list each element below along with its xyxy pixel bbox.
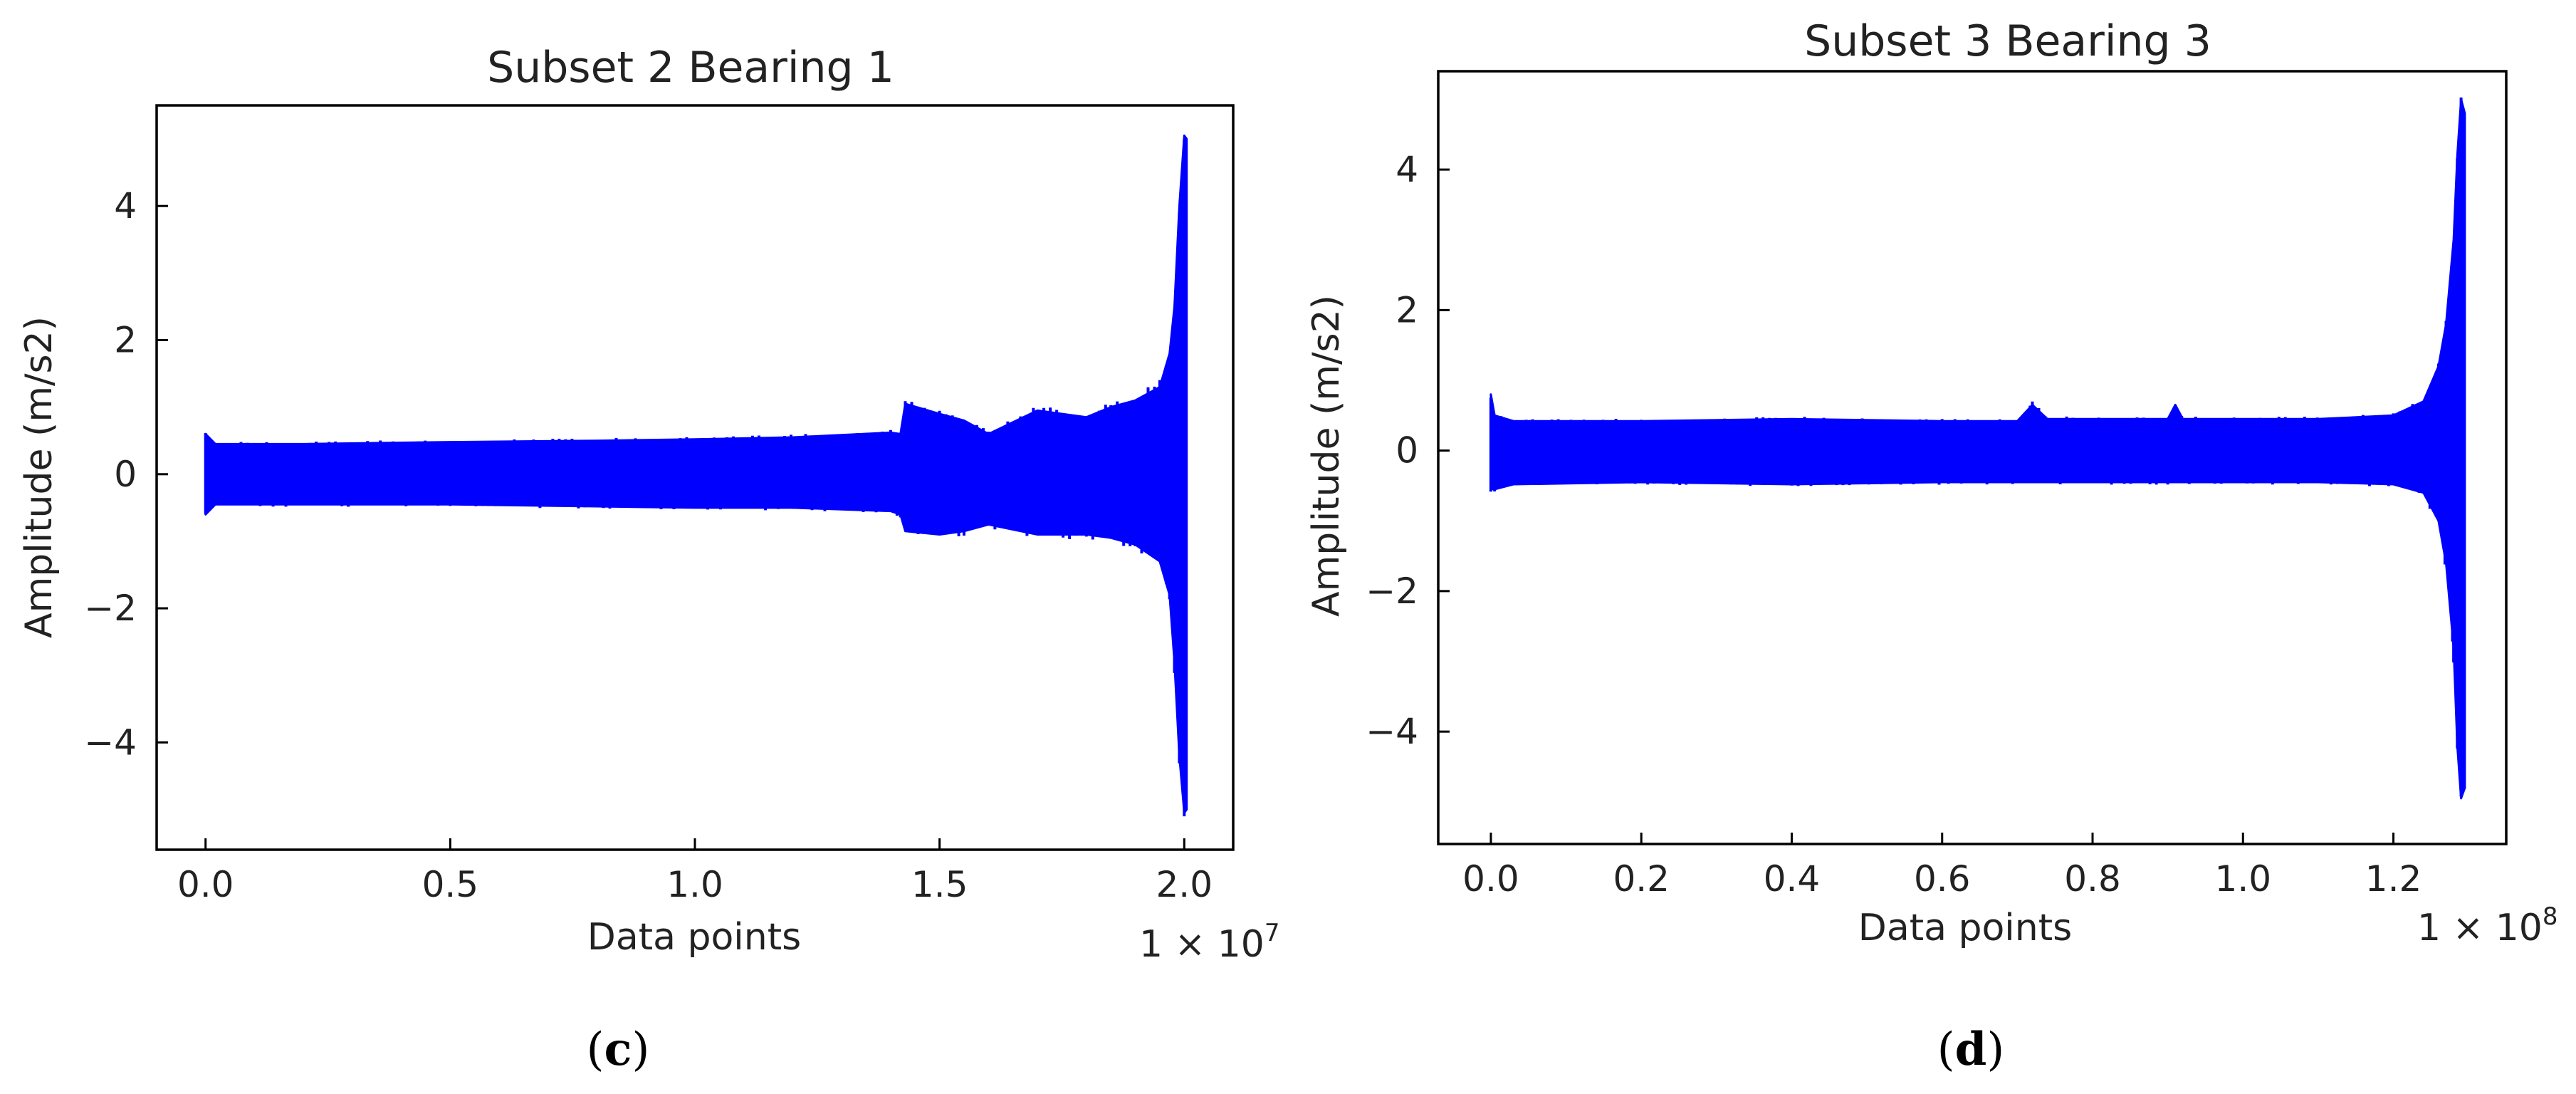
plot-frame	[1437, 70, 2508, 845]
x-tick-label: 0.2	[1613, 858, 1670, 900]
y-tick-label: 2	[114, 320, 137, 361]
panel-letter: d	[1955, 1023, 1987, 1076]
y-tick-label: 0	[1396, 430, 1418, 472]
y-axis-label: Amplitude (m/s2)	[1305, 295, 1348, 617]
x-multiplier-base: 1 × 10	[1139, 923, 1265, 966]
y-tick-label: 4	[114, 185, 137, 226]
chart-panel-c: Subset 2 Bearing 1 0.0 0.5 1.0 1.5 2.0 −4 −2 0…	[18, 43, 1280, 1076]
x-tick-label: 1.0	[2215, 858, 2272, 900]
y-tick-label: −4	[1366, 711, 1418, 752]
x-tick-label: 0.0	[177, 864, 234, 905]
y-axis-label: Amplitude (m/s2)	[18, 316, 61, 638]
plot-series-layer	[1489, 97, 2466, 800]
chart-title: Subset 3 Bearing 3	[1804, 16, 2211, 66]
x-tick-label: 0.4	[1764, 858, 1821, 900]
x-tick-label: 1.2	[2365, 858, 2422, 900]
x-multiplier-exponent: 7	[1265, 919, 1280, 947]
x-axis-multiplier: 1 × 108	[2417, 902, 2558, 949]
x-tick-group: 0.0 0.5 1.0 1.5 2.0	[177, 838, 1213, 905]
y-tick-label: −2	[84, 588, 137, 629]
y-tick-group: −4 −2 0 2 4	[84, 185, 168, 763]
x-multiplier-base: 1 × 10	[2417, 907, 2543, 949]
x-axis-label: Data points	[1858, 907, 2072, 949]
x-tick-label: 0.8	[2064, 858, 2121, 900]
y-tick-label: −2	[1366, 571, 1418, 612]
panel-letter: c	[604, 1023, 632, 1076]
x-axis-multiplier: 1 × 107	[1139, 919, 1280, 966]
y-tick-group: −4 −2 0 2 4	[1366, 149, 1450, 752]
panel-label-c: (c)	[587, 1023, 650, 1076]
y-tick-label: 2	[1396, 289, 1418, 330]
x-tick-label: 0.6	[1914, 858, 1971, 900]
chart-panel-d: Subset 3 Bearing 3 0.0 0.2 0.4 0.6 0.8 1.0 1.2…	[1305, 16, 2558, 1076]
x-tick-label: 1.5	[911, 864, 968, 905]
plot-series-layer	[204, 134, 1188, 817]
x-axis-label: Data points	[587, 916, 801, 959]
x-multiplier-exponent: 8	[2543, 902, 2558, 931]
x-tick-label: 0.0	[1462, 858, 1519, 900]
chart-title: Subset 2 Bearing 1	[487, 43, 894, 93]
y-tick-label: 4	[1396, 149, 1418, 190]
y-tick-label: −4	[84, 721, 137, 763]
x-tick-group: 0.0 0.2 0.4 0.6 0.8 1.0 1.2	[1462, 833, 2421, 900]
y-tick-label: 0	[114, 454, 137, 495]
panel-label-d: (d)	[1937, 1023, 2005, 1076]
x-tick-label: 1.0	[666, 864, 723, 905]
x-tick-label: 0.5	[422, 864, 479, 905]
x-tick-label: 2.0	[1156, 864, 1213, 905]
